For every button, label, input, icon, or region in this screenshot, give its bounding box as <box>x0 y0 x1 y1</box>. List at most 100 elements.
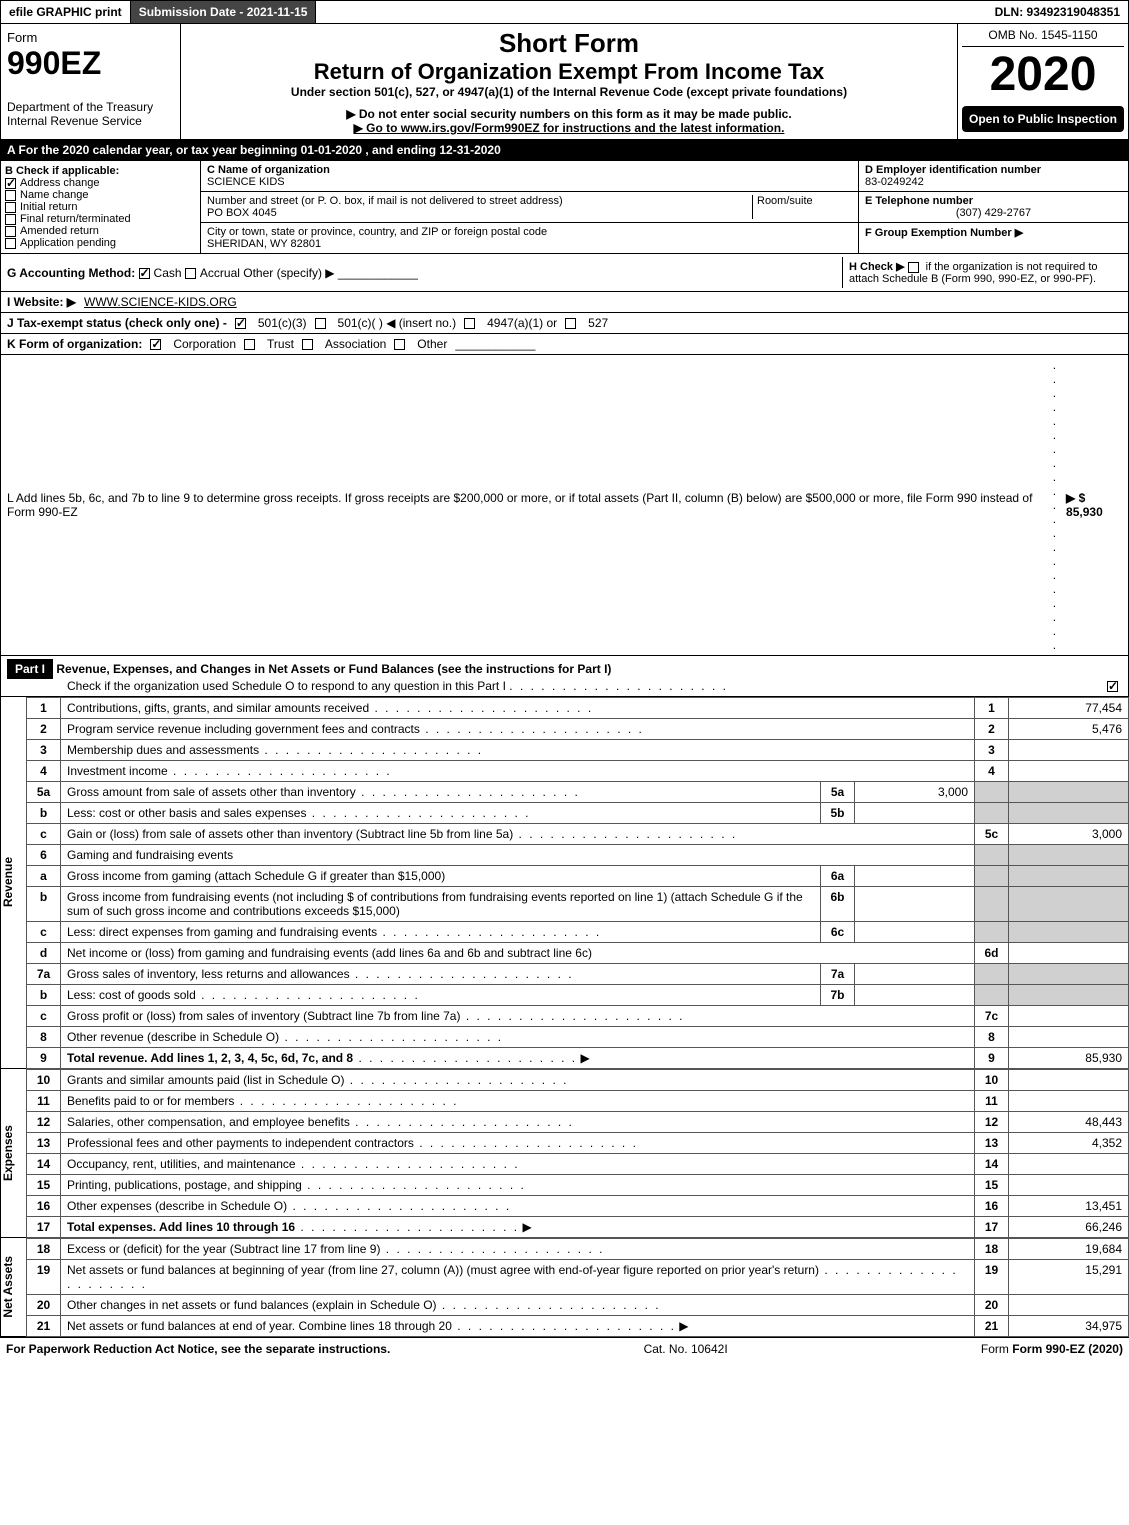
check-association[interactable] <box>302 339 313 350</box>
line-5b: bLess: cost or other basis and sales exp… <box>27 803 1129 824</box>
check-amended-return[interactable]: Amended return <box>5 225 196 237</box>
tax-exempt-label: J Tax-exempt status (check only one) - <box>7 316 227 330</box>
page-footer: For Paperwork Reduction Act Notice, see … <box>0 1337 1129 1360</box>
line-15: 15Printing, publications, postage, and s… <box>27 1175 1129 1196</box>
section-h: H Check ▶ if the organization is not req… <box>842 257 1122 288</box>
addr-label: Number and street (or P. O. box, if mail… <box>207 195 563 207</box>
accounting-label: G Accounting Method: <box>7 266 135 280</box>
check-501c[interactable] <box>315 318 326 329</box>
submission-date: Submission Date - 2021-11-15 <box>131 1 317 23</box>
form-header: Form 990EZ Department of the Treasury In… <box>0 24 1129 140</box>
part1-header: Part I Revenue, Expenses, and Changes in… <box>0 656 1129 697</box>
website-link[interactable]: WWW.SCIENCE-KIDS.ORG <box>84 295 237 309</box>
section-def: D Employer identification number 83-0249… <box>858 161 1128 253</box>
org-name-label: C Name of organization <box>207 164 330 176</box>
line-l-text: L Add lines 5b, 6c, and 7b to line 9 to … <box>7 491 1045 519</box>
check-other-org[interactable] <box>394 339 405 350</box>
check-address-change[interactable]: Address change <box>5 177 196 189</box>
check-name-change[interactable]: Name change <box>5 189 196 201</box>
line-6c: cLess: direct expenses from gaming and f… <box>27 922 1129 943</box>
check-initial-return[interactable]: Initial return <box>5 201 196 213</box>
line-7b: bLess: cost of goods sold7b <box>27 985 1129 1006</box>
table-expenses: 10Grants and similar amounts paid (list … <box>26 1069 1129 1238</box>
line-14: 14Occupancy, rent, utilities, and mainte… <box>27 1154 1129 1175</box>
line-6a: aGross income from gaming (attach Schedu… <box>27 866 1129 887</box>
city-label: City or town, state or province, country… <box>207 226 547 238</box>
table-netassets: 18Excess or (deficit) for the year (Subt… <box>26 1238 1129 1337</box>
line-4: 4Investment income4 <box>27 761 1129 782</box>
row-j: J Tax-exempt status (check only one) - 5… <box>0 313 1129 334</box>
check-501c3[interactable] <box>235 318 246 329</box>
line-17: 17Total expenses. Add lines 10 through 1… <box>27 1217 1129 1238</box>
room-suite-label: Room/suite <box>752 195 852 219</box>
line-2: 2Program service revenue including gover… <box>27 719 1129 740</box>
line-20: 20Other changes in net assets or fund ba… <box>27 1295 1129 1316</box>
row-l: L Add lines 5b, 6c, and 7b to line 9 to … <box>0 355 1129 656</box>
info-grid: B Check if applicable: Address change Na… <box>0 161 1129 254</box>
line-13: 13Professional fees and other payments t… <box>27 1133 1129 1154</box>
check-final-return[interactable]: Final return/terminated <box>5 213 196 225</box>
netassets-section: Net Assets 18Excess or (deficit) for the… <box>0 1238 1129 1337</box>
line-7c: cGross profit or (loss) from sales of in… <box>27 1006 1129 1027</box>
check-application-pending[interactable]: Application pending <box>5 237 196 249</box>
under-section: Under section 501(c), 527, or 4947(a)(1)… <box>185 85 953 99</box>
row-k: K Form of organization: Corporation Trus… <box>0 334 1129 355</box>
line-10: 10Grants and similar amounts paid (list … <box>27 1070 1129 1091</box>
org-name: SCIENCE KIDS <box>207 176 285 188</box>
spacer <box>316 1 986 23</box>
dln: DLN: 93492319048351 <box>987 1 1128 23</box>
line-3: 3Membership dues and assessments3 <box>27 740 1129 761</box>
line-21: 21Net assets or fund balances at end of … <box>27 1316 1129 1337</box>
row-gh: G Accounting Method: Cash Accrual Other … <box>0 254 1129 292</box>
form-org-label: K Form of organization: <box>7 337 142 351</box>
line-16: 16Other expenses (describe in Schedule O… <box>27 1196 1129 1217</box>
check-corporation[interactable] <box>150 339 161 350</box>
phone: (307) 429-2767 <box>865 207 1122 219</box>
section-b-title: B Check if applicable: <box>5 165 196 177</box>
line-6d: dNet income or (loss) from gaming and fu… <box>27 943 1129 964</box>
expenses-section: Expenses 10Grants and similar amounts pa… <box>0 1069 1129 1238</box>
phone-label: E Telephone number <box>865 195 973 207</box>
line-6: 6Gaming and fundraising events <box>27 845 1129 866</box>
return-title: Return of Organization Exempt From Incom… <box>185 59 953 85</box>
part1-check-text: Check if the organization used Schedule … <box>7 679 506 693</box>
efile-print: efile GRAPHIC print <box>1 1 131 23</box>
top-bar: efile GRAPHIC print Submission Date - 20… <box>0 0 1129 24</box>
check-schedule-o[interactable] <box>1107 681 1118 692</box>
table-revenue: 1Contributions, gifts, grants, and simil… <box>26 697 1129 1069</box>
revenue-section: Revenue 1Contributions, gifts, grants, a… <box>0 697 1129 1069</box>
line-11: 11Benefits paid to or for members11 <box>27 1091 1129 1112</box>
footer-right: Form Form 990-EZ (2020) <box>981 1342 1123 1356</box>
section-c: C Name of organization SCIENCE KIDS Numb… <box>201 161 858 253</box>
short-form-title: Short Form <box>185 28 953 59</box>
line-5a: 5aGross amount from sale of assets other… <box>27 782 1129 803</box>
check-cash[interactable] <box>139 268 150 279</box>
part1-title: Revenue, Expenses, and Changes in Net As… <box>56 662 611 676</box>
check-accrual[interactable] <box>185 268 196 279</box>
line-l-amount: ▶ $ 85,930 <box>1066 491 1122 519</box>
band-a: A For the 2020 calendar year, or tax yea… <box>0 140 1129 161</box>
line-19: 19Net assets or fund balances at beginni… <box>27 1260 1129 1295</box>
addr: PO BOX 4045 <box>207 207 277 219</box>
form-number: 990EZ <box>7 45 174 82</box>
check-schedule-b[interactable] <box>908 262 919 273</box>
tax-year: 2020 <box>962 47 1124 102</box>
line-5c: cGain or (loss) from sale of assets othe… <box>27 824 1129 845</box>
group-exemption-label: F Group Exemption Number ▶ <box>865 227 1023 239</box>
ein-label: D Employer identification number <box>865 164 1041 176</box>
form-label: Form <box>7 30 174 45</box>
check-527[interactable] <box>565 318 576 329</box>
line-12: 12Salaries, other compensation, and empl… <box>27 1112 1129 1133</box>
footer-mid: Cat. No. 10642I <box>644 1342 728 1356</box>
check-4947[interactable] <box>464 318 475 329</box>
goto-link[interactable]: ▶ Go to www.irs.gov/Form990EZ for instru… <box>185 121 953 135</box>
no-ssn-note: ▶ Do not enter social security numbers o… <box>185 107 953 121</box>
website-label: I Website: ▶ <box>7 295 76 309</box>
line-7a: 7aGross sales of inventory, less returns… <box>27 964 1129 985</box>
line-18: 18Excess or (deficit) for the year (Subt… <box>27 1239 1129 1260</box>
footer-left: For Paperwork Reduction Act Notice, see … <box>6 1342 390 1356</box>
netassets-label: Net Assets <box>1 1256 26 1318</box>
check-trust[interactable] <box>244 339 255 350</box>
omb-number: OMB No. 1545-1150 <box>962 28 1124 47</box>
line-1: 1Contributions, gifts, grants, and simil… <box>27 698 1129 719</box>
